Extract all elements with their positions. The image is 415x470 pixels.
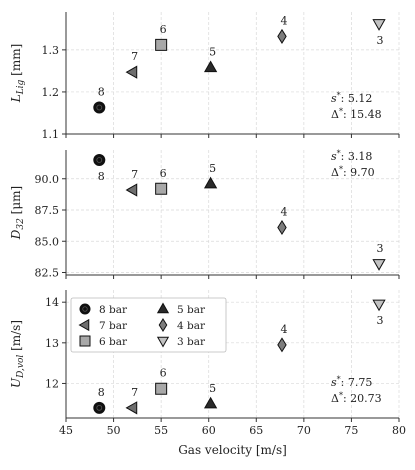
legend-marker-4-bar bbox=[158, 318, 168, 332]
data-point-7-bar bbox=[125, 65, 138, 79]
data-point-3-bar bbox=[372, 299, 386, 312]
panel-middle: 82.5 85.0 87.5 90.0 D32 [μm] 8 7 6 5 4 3 s*: 3.18 Δ*… bbox=[9, 149, 400, 280]
s-star-annotation: s*: 5.12 bbox=[331, 91, 372, 105]
point-label: 3 bbox=[377, 242, 384, 255]
delta-star-annotation: Δ*: 15.48 bbox=[331, 107, 382, 121]
legend-label: 7 bar bbox=[99, 320, 128, 332]
data-point-3-bar bbox=[372, 19, 386, 31]
y-tick-label: 12 bbox=[45, 377, 59, 390]
s-star-annotation: s*: 7.75 bbox=[331, 375, 372, 389]
legend-marker-5-bar bbox=[156, 302, 170, 314]
legend-label: 5 bar bbox=[177, 304, 206, 316]
x-tick-label: 55 bbox=[154, 424, 168, 437]
data-point-6-bar bbox=[155, 182, 168, 195]
s-star-annotation: s*: 3.18 bbox=[331, 149, 372, 163]
point-label: 7 bbox=[131, 386, 138, 399]
legend-label: 8 bar bbox=[99, 304, 128, 316]
panel-top: 1.1 1.2 1.3 LLig [mm] 8 7 6 5 4 3 s*: 5.12 Δ*: 15.4… bbox=[9, 12, 400, 141]
point-label: 3 bbox=[377, 34, 384, 47]
y-tick-label: 82.5 bbox=[35, 267, 60, 280]
point-label: 5 bbox=[209, 46, 216, 59]
y-axis-label: LLig [mm] bbox=[9, 44, 26, 104]
data-point-8-bar bbox=[93, 101, 106, 114]
point-label: 5 bbox=[209, 382, 216, 395]
x-axis-label: Gas velocity [m/s] bbox=[178, 443, 287, 457]
legend-marker-3-bar bbox=[156, 336, 170, 348]
point-label: 7 bbox=[131, 168, 138, 181]
y-tick-label: 13 bbox=[45, 337, 59, 350]
x-tick-label: 45 bbox=[59, 424, 73, 437]
data-point-6-bar bbox=[155, 382, 168, 395]
point-label: 6 bbox=[160, 167, 167, 180]
y-axis-label: D32 [μm] bbox=[9, 186, 26, 240]
legend-box bbox=[70, 297, 227, 353]
y-tick-label: 87.5 bbox=[35, 204, 60, 217]
data-point-4-bar bbox=[277, 219, 287, 236]
data-point-4-bar bbox=[277, 337, 287, 353]
x-tick-label: 65 bbox=[249, 424, 263, 437]
y-tick-label: 85.0 bbox=[35, 235, 60, 248]
y-tick-label: 90.0 bbox=[35, 173, 60, 186]
point-label: 8 bbox=[98, 170, 105, 183]
data-point-4-bar bbox=[277, 28, 287, 44]
y-tick-label: 1.2 bbox=[42, 86, 60, 99]
data-point-5-bar bbox=[203, 396, 218, 409]
point-label: 4 bbox=[280, 206, 287, 219]
x-tick-label: 50 bbox=[107, 424, 121, 437]
point-label: 5 bbox=[209, 162, 216, 175]
point-label: 8 bbox=[98, 85, 105, 98]
data-point-7-bar bbox=[125, 183, 138, 197]
point-label: 4 bbox=[280, 14, 287, 27]
x-tick-label: 75 bbox=[344, 424, 358, 437]
x-tick-label: 60 bbox=[202, 424, 216, 437]
data-point-7-bar bbox=[125, 401, 138, 415]
data-point-5-bar bbox=[203, 60, 218, 73]
y-tick-label: 14 bbox=[45, 296, 59, 309]
legend-marker-8-bar bbox=[79, 303, 91, 315]
point-label: 4 bbox=[280, 323, 287, 336]
legend-marker-6-bar bbox=[79, 335, 91, 347]
point-label: 6 bbox=[160, 367, 167, 380]
data-point-6-bar bbox=[155, 38, 168, 51]
y-axis-label: UD,vol [m/s] bbox=[9, 320, 26, 388]
x-tick-label: 80 bbox=[392, 424, 406, 437]
y-tick-label: 1.3 bbox=[42, 44, 60, 57]
legend-label: 4 bar bbox=[177, 320, 206, 332]
point-label: 6 bbox=[160, 23, 167, 36]
delta-star-annotation: Δ*: 20.73 bbox=[331, 391, 382, 405]
point-label: 7 bbox=[131, 50, 138, 63]
legend-label: 3 bar bbox=[177, 336, 206, 348]
y-tick-label: 1.1 bbox=[42, 128, 60, 141]
delta-star-annotation: Δ*: 9.70 bbox=[331, 165, 375, 179]
point-label: 8 bbox=[98, 386, 105, 399]
data-point-8-bar bbox=[93, 154, 106, 166]
legend-marker-7-bar bbox=[78, 318, 90, 332]
legend: 8 bar 7 bar 6 bar 5 bar 4 bar 3 bar bbox=[70, 297, 227, 353]
data-point-5-bar bbox=[203, 176, 218, 189]
data-point-8-bar bbox=[93, 401, 106, 414]
x-tick-label: 70 bbox=[297, 424, 311, 437]
data-point-3-bar bbox=[372, 259, 386, 271]
point-label: 3 bbox=[377, 314, 384, 327]
legend-label: 6 bar bbox=[99, 336, 128, 348]
